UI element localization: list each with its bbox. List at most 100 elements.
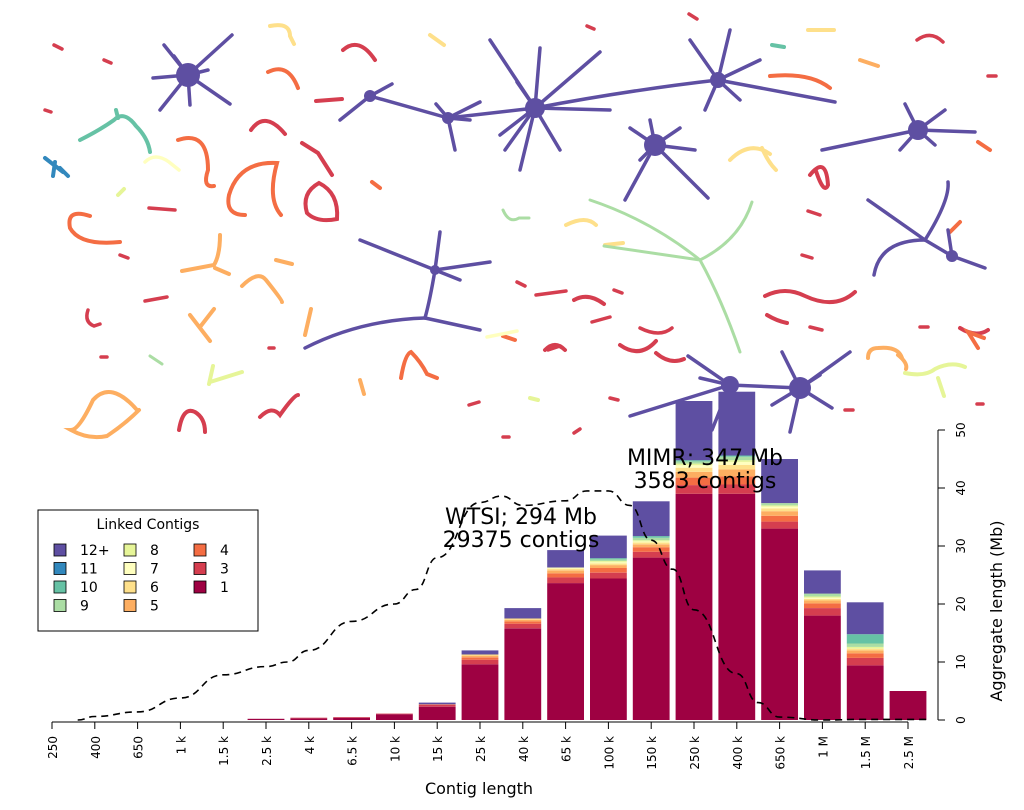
- x-tick-label-1: 400: [89, 736, 103, 759]
- x-tick-label-3: 1 k: [174, 736, 188, 754]
- bar-14-segment-12plus: [846, 602, 884, 635]
- bar-1: [290, 717, 328, 720]
- bar-3: [376, 713, 413, 720]
- bar-2: [333, 717, 370, 720]
- bar-4-segment-12plus: [418, 702, 456, 705]
- bar-6-segment-4: [504, 621, 542, 624]
- x-axis-label: Contig length: [425, 779, 533, 798]
- bar-8-segment-8: [590, 561, 627, 563]
- bar-11-segment-1: [718, 493, 756, 720]
- bar-13-segment-1: [804, 615, 841, 720]
- bar-8-segment-12plus: [590, 535, 627, 559]
- x-tick-label-8: 10 k: [388, 736, 402, 762]
- bar-14: [846, 602, 884, 720]
- bar-9-segment-6: [632, 542, 670, 545]
- x-tick-label-7: 6.5 k: [346, 736, 360, 766]
- bar-14-segment-9: [846, 643, 884, 647]
- bar-8-segment-6: [590, 563, 627, 566]
- bar-6-segment-1: [504, 628, 542, 720]
- annotation-mimr-line1: MIMR; 347 Mb: [627, 446, 783, 471]
- legend-label-1: 1: [220, 580, 229, 596]
- x-tick-label-4: 1.5 k: [217, 736, 231, 766]
- x-tick-label-17: 650 k: [774, 736, 788, 770]
- bar-9-segment-1: [632, 557, 670, 720]
- bar-3-segment-3: [376, 713, 413, 715]
- bar-10-segment-9: [675, 461, 713, 464]
- legend-label-3: 3: [220, 562, 229, 578]
- legend-label-4: 4: [220, 543, 229, 559]
- y-tick-label-0: 0: [954, 716, 968, 724]
- y-tick-label-5: 50: [954, 422, 968, 437]
- x-tick-label-13: 100 k: [602, 736, 616, 770]
- bar-5-segment-4: [461, 657, 499, 660]
- legend-label-5: 5: [150, 599, 159, 615]
- bar-11-segment-10: [718, 455, 756, 457]
- bar-2-segment-1: [333, 717, 370, 720]
- legend-swatch-12plus: [53, 543, 67, 557]
- annotation-mimr-line2: 3583 contigs: [634, 469, 777, 494]
- bar-12-segment-5: [761, 511, 798, 516]
- legend-label-6: 6: [150, 580, 159, 596]
- legend-label-7: 7: [150, 562, 159, 578]
- bar-10-segment-1: [675, 493, 713, 720]
- bar-4-segment-1: [418, 706, 456, 720]
- legend-swatch-7: [123, 562, 137, 575]
- bar-12: [761, 459, 798, 720]
- bar-9-segment-7: [632, 541, 670, 543]
- bar-13-segment-3: [804, 608, 841, 616]
- bar-11-segment-9: [718, 456, 756, 461]
- legend-swatch-6: [123, 580, 137, 594]
- bar-14-segment-5: [846, 650, 884, 654]
- bar-11-segment-8: [718, 460, 756, 462]
- annotation-wtsi-line2: 29375 contigs: [443, 528, 600, 553]
- bar-5-segment-5: [461, 655, 499, 658]
- legend-label-10: 10: [80, 580, 98, 596]
- bar-13-segment-5: [804, 600, 841, 604]
- y-tick-label-3: 30: [954, 538, 968, 553]
- bar-14-segment-1: [846, 665, 884, 720]
- bar-0: [247, 718, 285, 720]
- bar-5-segment-12plus: [461, 650, 499, 655]
- bar-6: [504, 608, 542, 720]
- x-tick-label-20: 2.5 M: [902, 736, 916, 769]
- bar-11-segment-3: [718, 484, 756, 494]
- bar-7-segment-5: [547, 570, 584, 574]
- bar-7-segment-12plus: [547, 550, 584, 568]
- bar-6-segment-12plus: [504, 608, 542, 619]
- bar-10: [675, 401, 713, 720]
- legend-swatch-3: [193, 562, 207, 575]
- bar-4-segment-3: [418, 704, 456, 707]
- x-tick-label-6: 4 k: [303, 736, 317, 754]
- bar-13-segment-6: [804, 598, 841, 601]
- legend-label-11: 11: [80, 562, 98, 578]
- legend: Linked Contigs 12+ 11 10 9 8 7 6 5 4 3 1: [37, 509, 259, 632]
- bar-8-segment-3: [590, 572, 627, 579]
- x-tick-label-2: 650: [132, 736, 146, 759]
- bar-9-segment-5: [632, 544, 670, 548]
- y-tick-label-4: 40: [954, 480, 968, 495]
- legend-label-9: 9: [80, 599, 89, 615]
- bar-8: [590, 535, 627, 720]
- x-tick-label-18: 1 M: [816, 736, 830, 758]
- bar-10-segment-5: [675, 471, 713, 478]
- bar-7-segment-6: [547, 568, 584, 571]
- bar-14-segment-8: [846, 646, 884, 649]
- x-tick-label-16: 400 k: [731, 736, 745, 770]
- bar-2-segment-3: [333, 717, 370, 718]
- bar-11: [718, 391, 756, 720]
- x-tick-label-10: 25 k: [474, 736, 488, 762]
- bar-12-segment-9: [761, 503, 798, 506]
- bar-5-segment-6: [461, 654, 499, 656]
- legend-swatch-5: [123, 599, 137, 612]
- bar-15-segment-1: [889, 691, 927, 720]
- x-tick-label-11: 40 k: [517, 736, 531, 762]
- bar-14-segment-4: [846, 653, 884, 658]
- bar-12-segment-3: [761, 521, 798, 529]
- bar-9-segment-8: [632, 540, 670, 542]
- y-tick-label-2: 20: [954, 596, 968, 611]
- bar-13-segment-12plus: [804, 570, 841, 594]
- bar-8-segment-10: [590, 558, 627, 560]
- bar-8-segment-7: [590, 562, 627, 564]
- bar-7: [547, 550, 584, 720]
